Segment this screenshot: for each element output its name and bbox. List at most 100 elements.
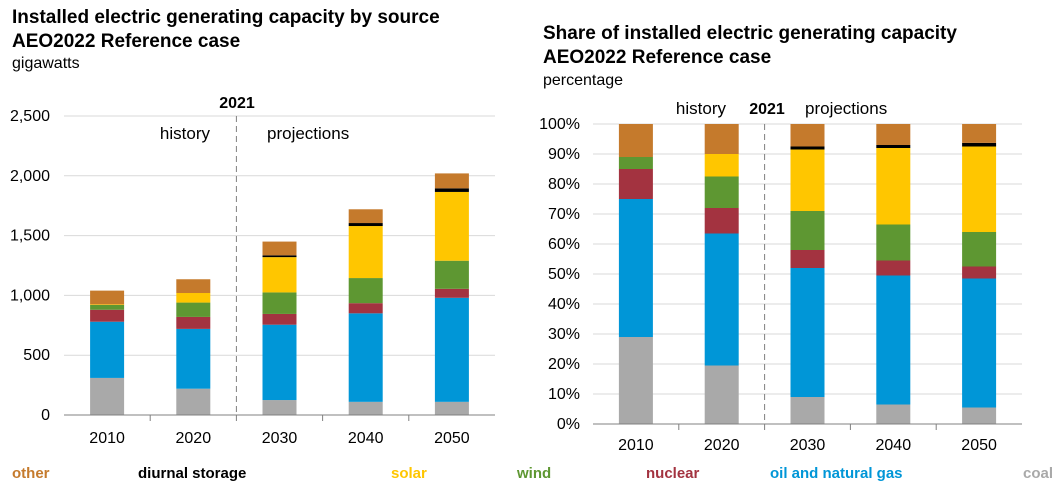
x-tick-label: 2040 [876, 437, 912, 454]
bar-segment-wind-2030 [790, 211, 825, 250]
bar-segment-other-2010 [90, 290, 125, 305]
legend-item-other: other [12, 465, 50, 482]
left-chart-title-line1: Installed electric generating capacity b… [12, 7, 440, 28]
legend-item-oil-and-natural-gas: oil and natural gas [770, 465, 903, 482]
bar-segment-nuclear-2020 [176, 316, 211, 329]
legend: other diurnal storage solar wind nuclear… [0, 465, 1058, 483]
capacity-gigawatts-chart: 2021 history projections 0 500 1,000 1,500 2… [10, 95, 495, 447]
legend-item-solar: solar [391, 465, 427, 482]
bar-segment-oil-and-natural-gas-2030 [790, 268, 825, 397]
right-chart-unit: percentage [543, 72, 624, 89]
bar-segment-other-2020 [704, 124, 739, 154]
bar-segment-nuclear-2010 [618, 169, 653, 199]
bar-segment-coal-2050 [434, 401, 469, 415]
legend-item-nuclear: nuclear [646, 465, 700, 482]
y-tick-label: 2,500 [10, 108, 50, 125]
y-tick-label: 10% [548, 386, 580, 403]
right-chart-title-line1: Share of installed electric generating c… [543, 23, 957, 44]
bar-segment-solar-2030 [262, 257, 297, 293]
bar-segment-other-2030 [262, 241, 297, 256]
bar-segment-diurnal-storage-2030 [790, 146, 825, 150]
bar-segment-wind-2050 [962, 232, 997, 267]
bar-segment-solar-2010 [90, 304, 125, 305]
y-tick-label: 90% [548, 146, 580, 163]
bar-segment-oil-and-natural-gas-2010 [618, 199, 653, 337]
left-divider-year-label: 2021 [219, 95, 255, 112]
legend-item-coal: coal [1023, 465, 1054, 482]
bar-segment-coal-2040 [348, 401, 383, 415]
bar-segment-oil-and-natural-gas-2050 [434, 297, 469, 402]
bar-segment-solar-2040 [348, 226, 383, 279]
bar-segment-oil-and-natural-gas-2050 [962, 278, 997, 408]
y-tick-label: 40% [548, 296, 580, 313]
x-tick-label: 2040 [348, 430, 384, 447]
bar-segment-nuclear-2030 [262, 313, 297, 325]
bar-segment-wind-2010 [618, 157, 653, 169]
bar-segment-coal-2020 [704, 365, 739, 424]
x-tick-label: 2010 [618, 437, 654, 454]
bar-segment-diurnal-storage-2040 [348, 223, 383, 227]
bar-segment-wind-2040 [876, 224, 911, 261]
bar-segment-other-2040 [876, 124, 911, 145]
bar-segment-diurnal-storage-2050 [962, 142, 997, 147]
left-projections-label: projections [267, 124, 349, 143]
bar-segment-coal-2020 [176, 388, 211, 415]
bar-segment-other-2010 [618, 124, 653, 157]
bar-segment-coal-2030 [262, 400, 297, 415]
bar-segment-wind-2040 [348, 278, 383, 304]
legend-item-wind: wind [517, 465, 552, 482]
bar-segment-coal-2040 [876, 404, 911, 424]
x-tick-label: 2020 [704, 437, 740, 454]
bar-segment-coal-2010 [90, 377, 125, 415]
y-tick-label: 80% [548, 176, 580, 193]
x-tick-label: 2030 [790, 437, 826, 454]
bar-segment-diurnal-storage-2030 [262, 255, 297, 258]
bar-segment-diurnal-storage-2040 [876, 145, 911, 148]
bar-segment-oil-and-natural-gas-2020 [176, 328, 211, 389]
bar-segment-other-2040 [348, 209, 383, 224]
left-history-label: history [160, 124, 211, 143]
bar-segment-wind-2020 [704, 176, 739, 208]
bar-segment-nuclear-2040 [876, 260, 911, 276]
bar-segment-nuclear-2030 [790, 250, 825, 268]
x-tick-label: 2030 [262, 430, 298, 447]
y-tick-label: 100% [539, 116, 580, 133]
y-tick-label: 2,000 [10, 168, 50, 185]
y-tick-label: 50% [548, 266, 580, 283]
bar-segment-nuclear-2040 [348, 303, 383, 314]
capacity-share-chart: history 2021 projections 0% 10% 20% 30% 40% 5… [539, 99, 1022, 454]
y-tick-label: 60% [548, 236, 580, 253]
bar-segment-nuclear-2020 [704, 208, 739, 234]
bar-segment-other-2050 [962, 124, 997, 143]
bar-segment-nuclear-2050 [434, 288, 469, 298]
x-tick-label: 2050 [434, 430, 470, 447]
bar-segment-solar-2030 [790, 149, 825, 211]
bar-segment-wind-2020 [176, 302, 211, 317]
left-chart-title-line2: AEO2022 Reference case [12, 31, 241, 52]
bar-segment-oil-and-natural-gas-2040 [348, 313, 383, 402]
x-tick-label: 2010 [89, 430, 125, 447]
bar-segment-nuclear-2050 [962, 266, 997, 279]
y-tick-label: 1,500 [10, 228, 50, 245]
y-tick-label: 30% [548, 326, 580, 343]
legend-item-diurnal-storage: diurnal storage [138, 465, 247, 482]
bar-segment-oil-and-natural-gas-2010 [90, 321, 125, 378]
bar-segment-solar-2020 [176, 293, 211, 303]
bar-segment-other-2020 [176, 279, 211, 294]
y-tick-label: 0 [41, 407, 50, 424]
bar-segment-coal-2010 [618, 337, 653, 424]
bars [90, 173, 469, 415]
bar-segment-oil-and-natural-gas-2030 [262, 324, 297, 401]
bar-segment-solar-2020 [704, 154, 739, 177]
bar-segment-diurnal-storage-2050 [434, 188, 469, 192]
x-tick-label: 2020 [176, 430, 212, 447]
bar-segment-solar-2050 [434, 191, 469, 261]
bar-segment-wind-2010 [90, 304, 125, 310]
bar-segment-other-2050 [434, 173, 469, 189]
gridlines [64, 115, 495, 356]
y-tick-label: 20% [548, 356, 580, 373]
y-tick-label: 1,000 [10, 287, 50, 304]
bars [618, 124, 997, 424]
bar-segment-oil-and-natural-gas-2020 [704, 233, 739, 366]
